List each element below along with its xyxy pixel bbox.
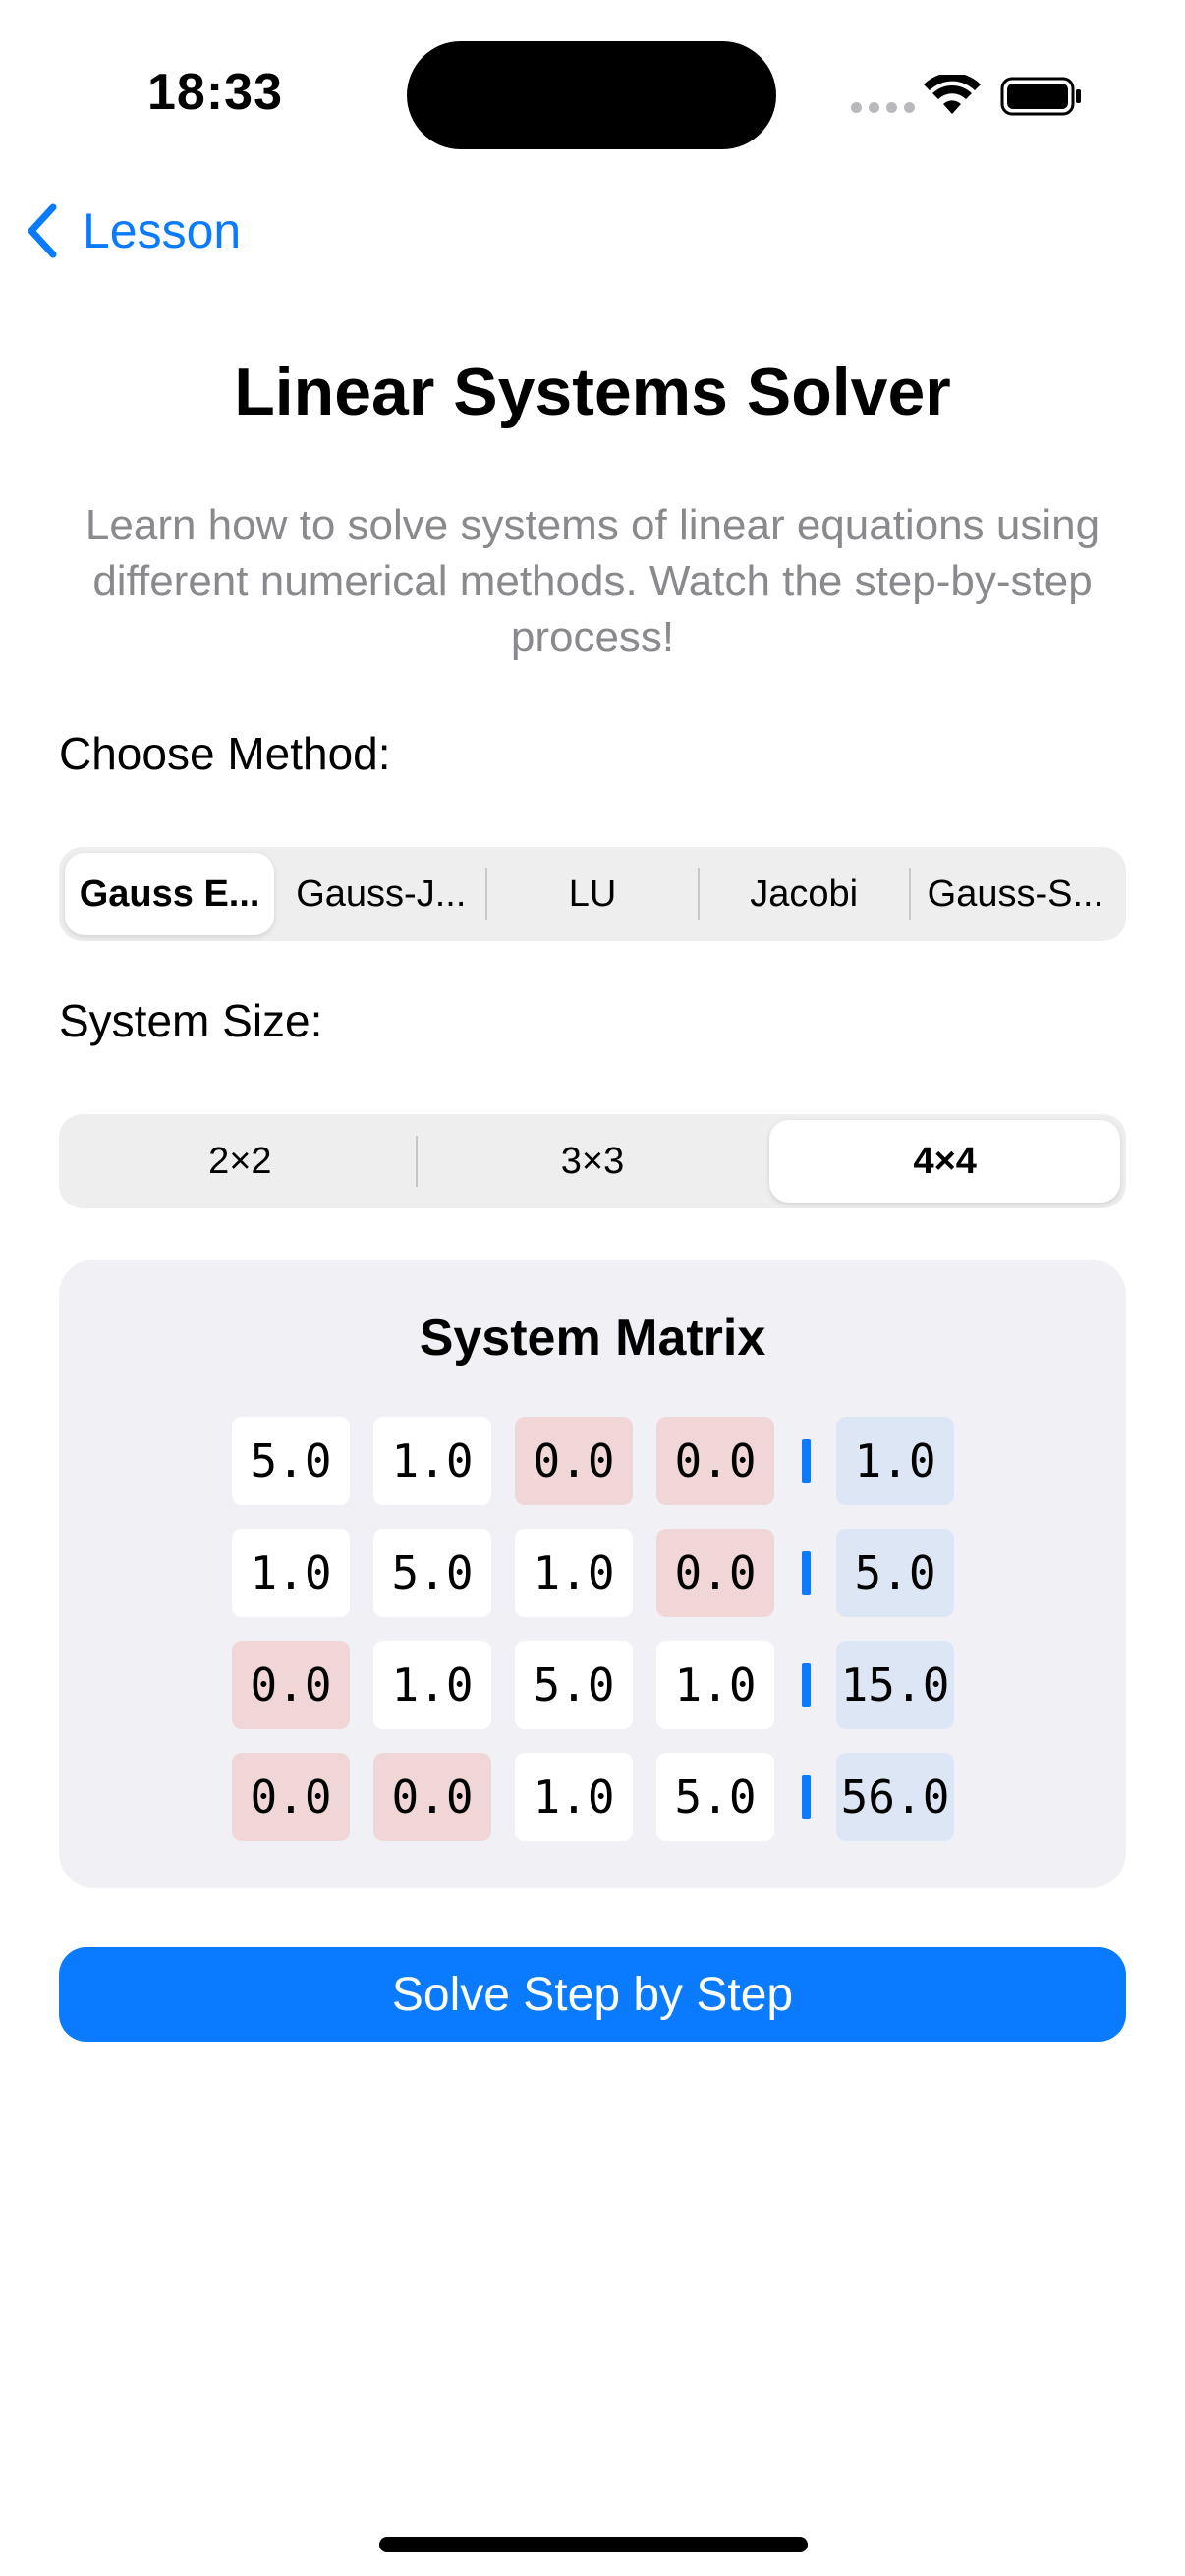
- method-option-lu[interactable]: LU: [568, 872, 617, 915]
- matrix-row: 0.0 0.0 1.0 5.0 56.0: [232, 1753, 954, 1841]
- status-time: 18:33: [147, 64, 283, 121]
- matrix-cell[interactable]: 0.0: [656, 1529, 774, 1617]
- augment-separator: [802, 1775, 811, 1819]
- matrix-cell[interactable]: 5.0: [515, 1641, 633, 1729]
- segment-divider: [485, 868, 488, 920]
- size-option-4x4[interactable]: 4×4: [769, 1120, 1121, 1203]
- status-bar: 18:33: [0, 0, 1185, 187]
- matrix-row: 1.0 5.0 1.0 0.0 5.0: [232, 1529, 954, 1617]
- system-matrix-card: System Matrix 5.0 1.0 0.0 0.0 1.0 1.0 5.…: [59, 1260, 1126, 1888]
- method-option-gauss-seidel[interactable]: Gauss-S...: [927, 872, 1104, 915]
- rhs-cell[interactable]: 56.0: [836, 1753, 954, 1841]
- matrix-cell[interactable]: 1.0: [373, 1641, 491, 1729]
- dynamic-island: [407, 41, 776, 149]
- method-segmented-control: Gauss E... Gauss-J... LU Jacobi Gauss-S.…: [59, 847, 1126, 941]
- matrix-cell[interactable]: 1.0: [515, 1753, 633, 1841]
- method-option-gauss-elimination[interactable]: Gauss E...: [65, 853, 275, 935]
- method-option-gauss-jordan[interactable]: Gauss-J...: [296, 872, 467, 915]
- size-option-2x2[interactable]: 2×2: [208, 1140, 272, 1182]
- battery-icon: [1000, 77, 1081, 116]
- segment-divider: [908, 868, 911, 920]
- matrix-cell[interactable]: 5.0: [373, 1529, 491, 1617]
- back-button[interactable]: Lesson: [24, 196, 241, 265]
- matrix-cell[interactable]: 0.0: [232, 1753, 350, 1841]
- matrix-cell[interactable]: 0.0: [656, 1417, 774, 1505]
- matrix-cell[interactable]: 0.0: [373, 1753, 491, 1841]
- matrix-cell[interactable]: 5.0: [656, 1753, 774, 1841]
- matrix-row: 0.0 1.0 5.0 1.0 15.0: [232, 1641, 954, 1729]
- matrix-cell[interactable]: 1.0: [656, 1641, 774, 1729]
- segment-divider: [697, 868, 700, 920]
- matrix-cell[interactable]: 0.0: [515, 1417, 633, 1505]
- home-indicator: [379, 2537, 808, 2552]
- matrix-cell[interactable]: 0.0: [232, 1641, 350, 1729]
- rhs-cell[interactable]: 15.0: [836, 1641, 954, 1729]
- size-option-3x3[interactable]: 3×3: [560, 1140, 625, 1182]
- augment-separator: [802, 1439, 811, 1483]
- wifi-icon: [924, 75, 981, 114]
- matrix-cell[interactable]: 1.0: [515, 1529, 633, 1617]
- method-option-jacobi[interactable]: Jacobi: [750, 872, 859, 915]
- augment-separator: [802, 1551, 811, 1595]
- page-subtitle: Learn how to solve systems of linear equ…: [85, 501, 1100, 661]
- size-label: System Size:: [59, 995, 323, 1046]
- matrix-cell[interactable]: 5.0: [232, 1417, 350, 1505]
- back-button-label: Lesson: [83, 203, 242, 258]
- augment-separator: [802, 1663, 811, 1707]
- matrix-cell[interactable]: 1.0: [232, 1529, 350, 1617]
- rhs-cell[interactable]: 5.0: [836, 1529, 954, 1617]
- matrix-cell[interactable]: 1.0: [373, 1417, 491, 1505]
- cellular-signal-icon: [851, 102, 915, 113]
- matrix-row: 5.0 1.0 0.0 0.0 1.0: [232, 1417, 954, 1505]
- solve-step-by-step-button[interactable]: Solve Step by Step: [59, 1947, 1126, 2042]
- page-title: Linear Systems Solver: [234, 355, 951, 429]
- matrix-title: System Matrix: [419, 1310, 766, 1367]
- size-segmented-control: 2×2 3×3 4×4: [59, 1114, 1126, 1208]
- method-label: Choose Method:: [59, 728, 391, 779]
- chevron-left-icon: [28, 203, 57, 258]
- rhs-cell[interactable]: 1.0: [836, 1417, 954, 1505]
- segment-divider: [415, 1136, 418, 1187]
